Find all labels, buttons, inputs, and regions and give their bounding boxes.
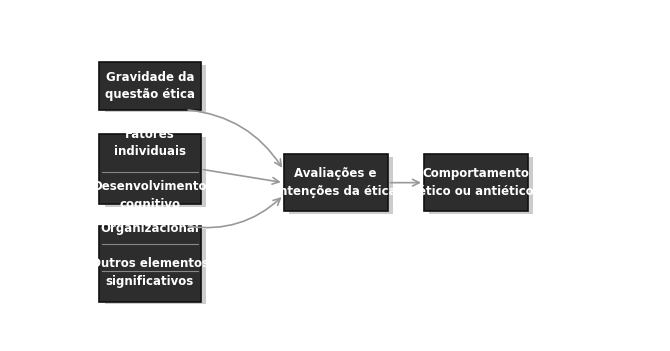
FancyBboxPatch shape — [105, 137, 206, 207]
FancyBboxPatch shape — [99, 62, 200, 110]
FancyBboxPatch shape — [424, 154, 528, 211]
Text: Comportamento
ético ou antiético: Comportamento ético ou antiético — [418, 167, 534, 198]
FancyBboxPatch shape — [289, 157, 393, 214]
Text: Avaliações e
intenções da ética: Avaliações e intenções da ética — [275, 167, 397, 198]
FancyBboxPatch shape — [105, 65, 206, 112]
FancyBboxPatch shape — [283, 154, 387, 211]
FancyBboxPatch shape — [99, 134, 200, 204]
Text: Cultura
Organizacional

Outros elementos
significativos

Oportunidade: Cultura Organizacional Outros elementos … — [91, 205, 209, 323]
FancyBboxPatch shape — [429, 157, 533, 214]
Text: Gravidade da
questão ética: Gravidade da questão ética — [105, 71, 195, 101]
FancyBboxPatch shape — [105, 229, 206, 304]
Text: Fatores
individuais

Desenvolvimento
cognitivo: Fatores individuais Desenvolvimento cogn… — [92, 128, 207, 211]
FancyBboxPatch shape — [99, 226, 200, 302]
